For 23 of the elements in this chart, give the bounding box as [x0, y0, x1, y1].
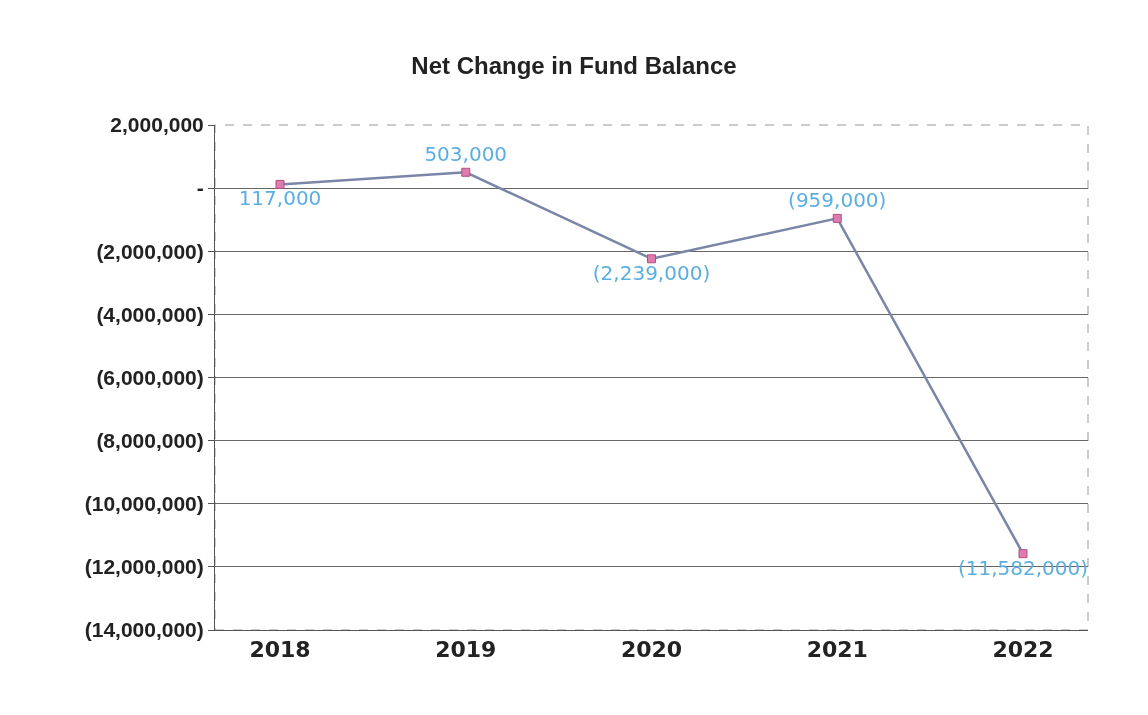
point	[461, 167, 471, 177]
y-tick-label: 2,000,000	[110, 113, 204, 137]
data-label: (2,239,000)	[592, 260, 711, 285]
point	[275, 179, 285, 189]
data-label: 503,000	[424, 142, 508, 167]
point	[832, 213, 842, 223]
data-label: 117,000	[238, 186, 322, 211]
y-tick-label: (12,000,000)	[84, 555, 204, 579]
y-tick-label: (10,000,000)	[84, 492, 204, 516]
y-tick-label: (14,000,000)	[84, 618, 204, 642]
point	[647, 254, 656, 264]
data-label: (959,000)	[788, 188, 887, 213]
x-tick-label: 2019	[435, 637, 497, 663]
y-tick-label: (8,000,000)	[96, 428, 204, 452]
x-tick-label: 2018	[249, 637, 311, 663]
x-tick-label: 2021	[806, 637, 868, 663]
y-tick-label: (2,000,000)	[96, 239, 204, 263]
y-tick-label: (6,000,000)	[96, 365, 204, 389]
y-tick-label: (4,000,000)	[96, 302, 204, 326]
chart-title: Net Change in Fund Balance	[411, 52, 737, 79]
x-tick-label: 2022	[992, 637, 1054, 663]
y-tick-label: -	[196, 176, 204, 200]
x-tick-label: 2020	[620, 637, 683, 663]
